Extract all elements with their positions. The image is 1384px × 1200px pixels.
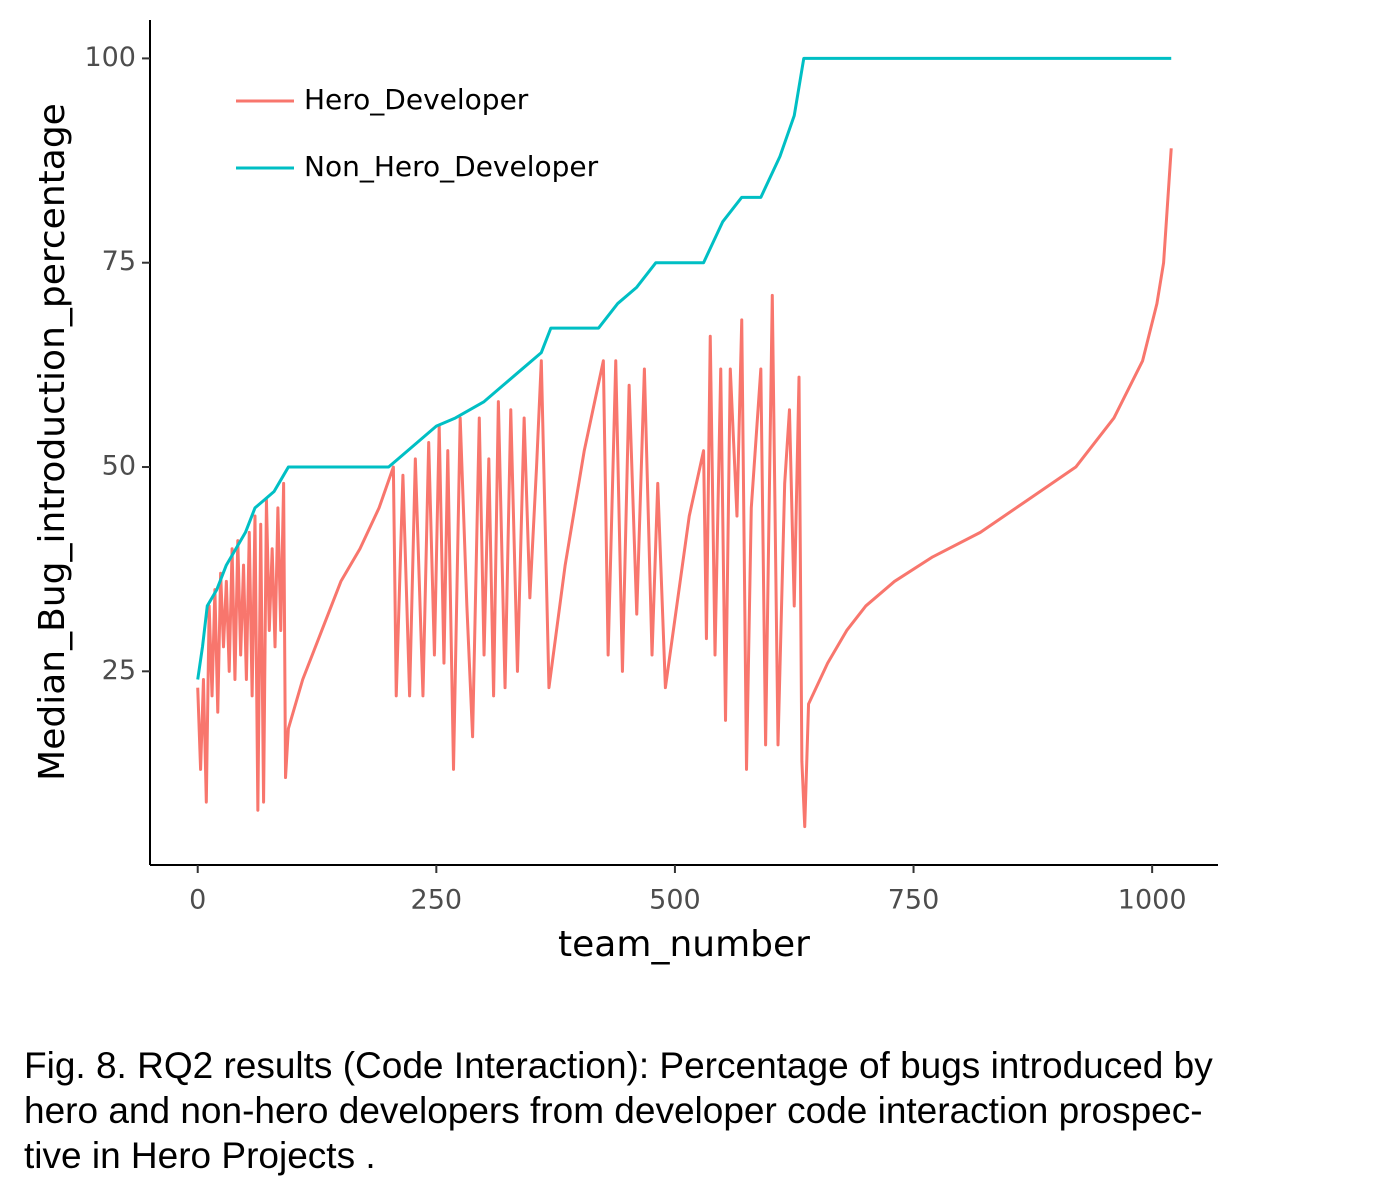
x-tick-label: 750 xyxy=(888,885,940,916)
legend-label: Hero_Developer xyxy=(304,83,529,116)
series-line xyxy=(196,148,1173,829)
legend-label: Non_Hero_Developer xyxy=(304,150,599,183)
x-tick-label: 1000 xyxy=(1118,885,1187,916)
caption-line: tive in Hero Projects . xyxy=(24,1135,376,1176)
x-tick-label: 0 xyxy=(189,885,206,916)
y-tick-label: 75 xyxy=(102,246,136,277)
y-tick-label: 100 xyxy=(84,42,136,73)
series-line xyxy=(196,56,1172,680)
x-tick-label: 250 xyxy=(411,885,463,916)
y-axis-title: Median_Bug_introduction_percentage xyxy=(32,103,73,781)
x-axis-title: team_number xyxy=(558,924,810,965)
y-tick-label: 50 xyxy=(102,451,136,482)
caption-line: hero and non-hero developers from develo… xyxy=(24,1090,1203,1131)
y-tick-label: 25 xyxy=(102,655,136,686)
x-tick-label: 500 xyxy=(649,885,701,916)
caption-line: Fig. 8. RQ2 results (Code Interaction): … xyxy=(24,1045,1213,1086)
